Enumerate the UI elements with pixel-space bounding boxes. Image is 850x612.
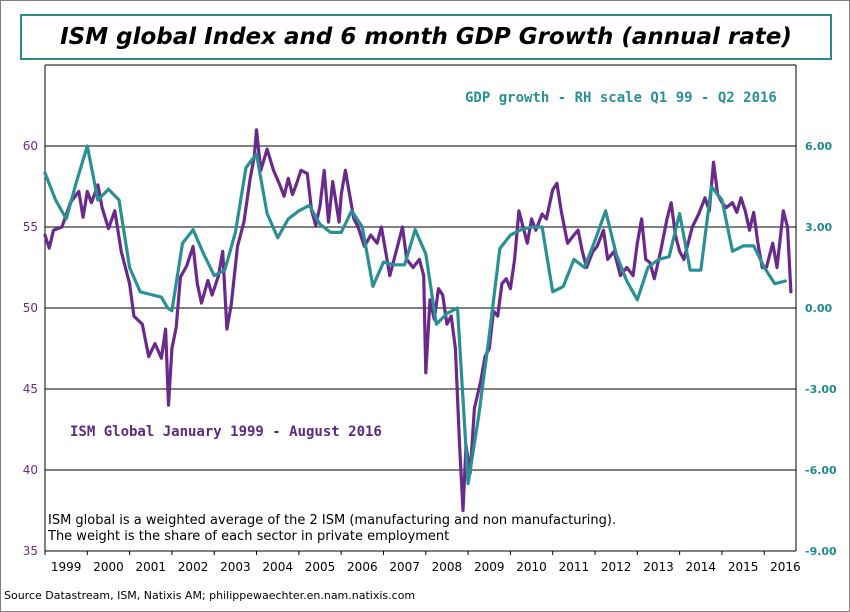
x-tick-label: 2001 <box>136 560 167 574</box>
x-tick-label: 2006 <box>347 560 378 574</box>
x-tick-label: 2011 <box>559 560 590 574</box>
chart-title-box: ISM global Index and 6 month GDP Growth … <box>20 14 832 60</box>
source-line: Source Datastream, ISM, Natixis AM; phil… <box>4 589 416 602</box>
tick-labels: 35 40 45 50 55 60 -9.00 -6.00 -3.00 0.00 3.00 6.00 1… <box>23 139 837 574</box>
x-tick-label: 1999 <box>51 560 82 574</box>
y-right-tick-label: -6.00 <box>805 464 837 477</box>
x-tick-label: 2008 <box>432 560 463 574</box>
y-right-tick-label: 6.00 <box>805 140 832 153</box>
y-right-tick-label: -9.00 <box>805 545 837 558</box>
x-tick-label: 2009 <box>474 560 505 574</box>
x-tick-label: 2014 <box>686 560 717 574</box>
x-tick-label: 2003 <box>220 560 251 574</box>
ism-global-line <box>43 128 793 513</box>
x-tick-label: 2012 <box>601 560 632 574</box>
x-tick-label: 2013 <box>643 560 674 574</box>
y-left-tick-label: 60 <box>23 139 38 153</box>
gridlines <box>44 64 797 555</box>
x-tick-label: 2000 <box>93 560 124 574</box>
x-tick-label: 2002 <box>178 560 209 574</box>
gdp-series-label: GDP growth - RH scale Q1 99 - Q2 2016 <box>465 90 777 106</box>
y-right-tick-label: 0.00 <box>805 302 832 315</box>
x-tick-label: 2016 <box>770 560 801 574</box>
y-right-tick-label: 3.00 <box>805 221 832 234</box>
y-left-tick-label: 50 <box>23 301 38 315</box>
series-lines <box>43 128 793 513</box>
x-tick-label: 2005 <box>305 560 336 574</box>
y-right-tick-label: -3.00 <box>805 383 837 396</box>
y-left-tick-label: 40 <box>23 463 38 477</box>
x-tick-label: 2010 <box>516 560 547 574</box>
x-tick-label: 2015 <box>728 560 759 574</box>
chart-title: ISM global Index and 6 month GDP Growth … <box>60 24 792 50</box>
gdp-growth-line <box>43 144 787 486</box>
x-tick-label: 2007 <box>389 560 420 574</box>
x-tick-label: 2004 <box>262 560 293 574</box>
ism-series-label: ISM Global January 1999 - August 2016 <box>70 424 382 440</box>
y-left-tick-label: 35 <box>23 544 38 558</box>
chart-footnote: ISM global is a weighted average of the … <box>48 513 628 545</box>
y-left-tick-label: 45 <box>23 382 38 396</box>
y-left-tick-label: 55 <box>23 220 38 234</box>
